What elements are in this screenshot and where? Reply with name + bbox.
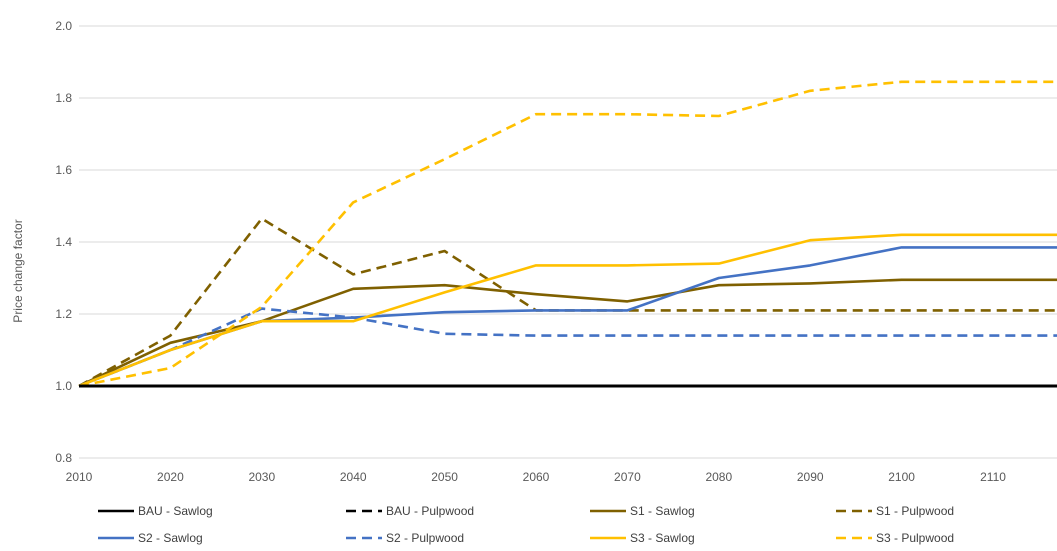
legend-label: S1 - Pulpwood	[876, 504, 954, 518]
x-tick-label: 2010	[66, 470, 93, 484]
legend-label: S2 - Pulpwood	[386, 531, 464, 545]
x-tick-label: 2070	[614, 470, 641, 484]
series-line-s2-pulpwood	[78, 307, 1057, 388]
series-lines	[78, 80, 1057, 388]
y-tick-label: 1.6	[55, 163, 72, 177]
x-tick-label: 2110	[980, 470, 1006, 484]
series-line-s3-pulpwood	[78, 80, 1057, 388]
y-axis-title: Price change factor	[11, 219, 25, 322]
x-tick-label: 2100	[888, 470, 915, 484]
legend-label: BAU - Sawlog	[138, 504, 213, 518]
y-tick-label: 1.8	[55, 91, 72, 105]
legend-label: S3 - Sawlog	[630, 531, 695, 545]
y-axis-ticks: 0.8 1.0 1.2 1.4 1.6 1.8 2.0	[55, 19, 72, 465]
x-tick-label: 2050	[431, 470, 458, 484]
x-tick-label: 2090	[797, 470, 824, 484]
legend: BAU - Sawlog BAU - Pulpwood S1 - Sawlog S1 …	[98, 504, 954, 545]
legend-label: BAU - Pulpwood	[386, 504, 474, 518]
series-line-s1-pulpwood	[78, 217, 1057, 388]
series-line-s3-sawlog	[78, 233, 1057, 388]
x-tick-label: 2060	[523, 470, 550, 484]
x-tick-label: 2030	[248, 470, 275, 484]
series-line-s2-sawlog	[78, 246, 1057, 388]
gridlines	[79, 25, 1057, 459]
x-tick-label: 2020	[157, 470, 184, 484]
x-tick-label: 2040	[340, 470, 367, 484]
y-tick-label: 1.2	[55, 307, 72, 321]
legend-label: S1 - Sawlog	[630, 504, 695, 518]
y-tick-label: 0.8	[55, 451, 72, 465]
x-axis-ticks: 2010 2020 2030 2040 2050 2060 2070 2080 2090 2100…	[66, 470, 1007, 484]
y-tick-label: 2.0	[55, 19, 72, 33]
y-tick-label: 1.4	[55, 235, 72, 249]
legend-label: S3 - Pulpwood	[876, 531, 954, 545]
legend-label: S2 - Sawlog	[138, 531, 203, 545]
x-tick-label: 2080	[705, 470, 732, 484]
y-tick-label: 1.0	[55, 379, 72, 393]
